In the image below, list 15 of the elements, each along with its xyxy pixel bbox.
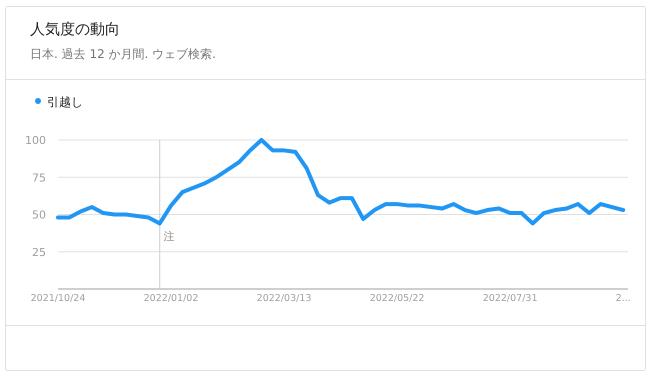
- x-tick-label: 2021/10/24: [30, 293, 86, 304]
- ref-line-label: 注: [164, 230, 175, 243]
- y-tick-label: 75: [32, 171, 46, 184]
- y-tick-label: 100: [25, 134, 46, 147]
- y-tick-label: 50: [32, 208, 46, 222]
- x-tick-label: 2022/03/13: [256, 293, 312, 304]
- chart-subtitle: 日本. 過去 12 か月間. ウェブ検索.: [30, 47, 216, 61]
- y-tick-label: 25: [32, 246, 46, 259]
- x-tick-label: 2022/07/31: [482, 293, 538, 304]
- x-tick-label: 2...: [616, 293, 631, 304]
- legend-label: 引越し: [47, 95, 83, 109]
- x-tick-label: 2022/05/22: [370, 293, 424, 304]
- x-tick-label: 2022/01/02: [144, 293, 198, 304]
- line-series: [56, 138, 626, 226]
- chart-title: 人気度の動向: [30, 20, 120, 38]
